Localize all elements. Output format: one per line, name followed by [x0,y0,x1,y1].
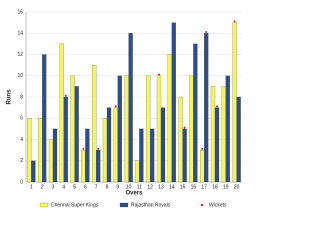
wicket-dot [158,73,160,76]
wicket-dot [205,31,208,34]
legend-label: Wickets [209,202,227,208]
y-tick-label: 6 [20,116,23,122]
y-tick-label: 12 [17,52,23,58]
wicket-dot [183,126,186,129]
bar [193,43,198,183]
bar [200,150,205,183]
bar [81,150,86,183]
x-tick-label: 16 [191,184,197,190]
x-tick-label: 7 [95,184,98,190]
bar [42,54,47,183]
y-tick-label: 4 [20,137,23,143]
bar [236,96,241,183]
legend-swatch [200,203,204,207]
bar [117,75,122,183]
x-tick-label: 5 [73,184,76,190]
x-tick-label: 18 [212,184,218,190]
bar [74,86,79,183]
bar [214,107,220,183]
wicket-dot [82,147,85,150]
wicket-dot [97,147,100,150]
x-tick-label: 14 [169,184,175,190]
x-tick-label: 11 [137,184,142,190]
x-tick-label: 3 [52,184,55,190]
bar [182,128,187,183]
bar [70,75,75,183]
bar [63,96,68,183]
x-tick-label: 15 [180,184,186,190]
bar [189,75,194,183]
bar [48,139,54,183]
bar [150,128,155,183]
legend-swatch [119,202,129,208]
bar [232,22,237,183]
bar [204,33,209,183]
bar [106,107,112,183]
x-tick-label: 10 [126,184,132,190]
y-tick-label: 14 [17,31,23,37]
y-tick-label: 16 [17,9,23,15]
y-tick-label: 2 [20,158,23,164]
bar [96,150,101,183]
y-axis-title: Runs [7,89,13,105]
legend-label: Chennai Super Kings [51,202,99,208]
bar [146,75,151,183]
x-tick-label: 2 [41,184,44,190]
bar [210,86,216,183]
bar [92,65,97,183]
x-tick-label: 20 [234,184,240,190]
legend-label: Rajasthan Royals [131,202,171,208]
wicket-dot [233,20,236,23]
bar [221,86,226,183]
x-tick-label: 13 [158,184,164,190]
x-tick-label: 4 [62,184,65,190]
x-tick-label: 17 [201,184,207,190]
wicket-dot [201,147,204,150]
legend-swatch [39,202,49,208]
wicket-dot [216,105,218,108]
bar [27,118,32,183]
bar [178,96,183,183]
y-tick-label: 0 [20,179,23,185]
x-tick-label: 8 [106,184,109,190]
bar [38,118,43,183]
wicket-dot [114,105,117,108]
bar [124,75,129,183]
bar [128,33,133,183]
y-tick-label: 8 [20,94,23,100]
x-tick-label: 6 [84,184,87,190]
x-tick-label: 12 [147,184,153,190]
x-tick-label: 1 [30,184,33,190]
bar [156,75,162,183]
bar [171,22,176,183]
page: Overs Runs 0 2 4 6 8 10 12 14 16 1 2 3 4 5 6 7 8 9 10 11 12 1… [6,9,242,209]
bar [52,128,58,183]
bar [85,128,90,183]
wicket-dot [64,94,67,97]
bar [160,107,166,183]
bar [139,128,144,183]
bar [31,160,36,183]
bar [167,54,172,183]
bar [59,43,64,183]
bar [135,160,140,183]
bar [102,118,108,183]
bar [113,107,118,183]
x-tick-label: 19 [223,184,229,190]
x-axis-title: Overs [125,191,143,197]
x-tick-label: 9 [116,184,119,190]
y-tick-label: 10 [17,73,23,79]
bar [225,75,230,183]
